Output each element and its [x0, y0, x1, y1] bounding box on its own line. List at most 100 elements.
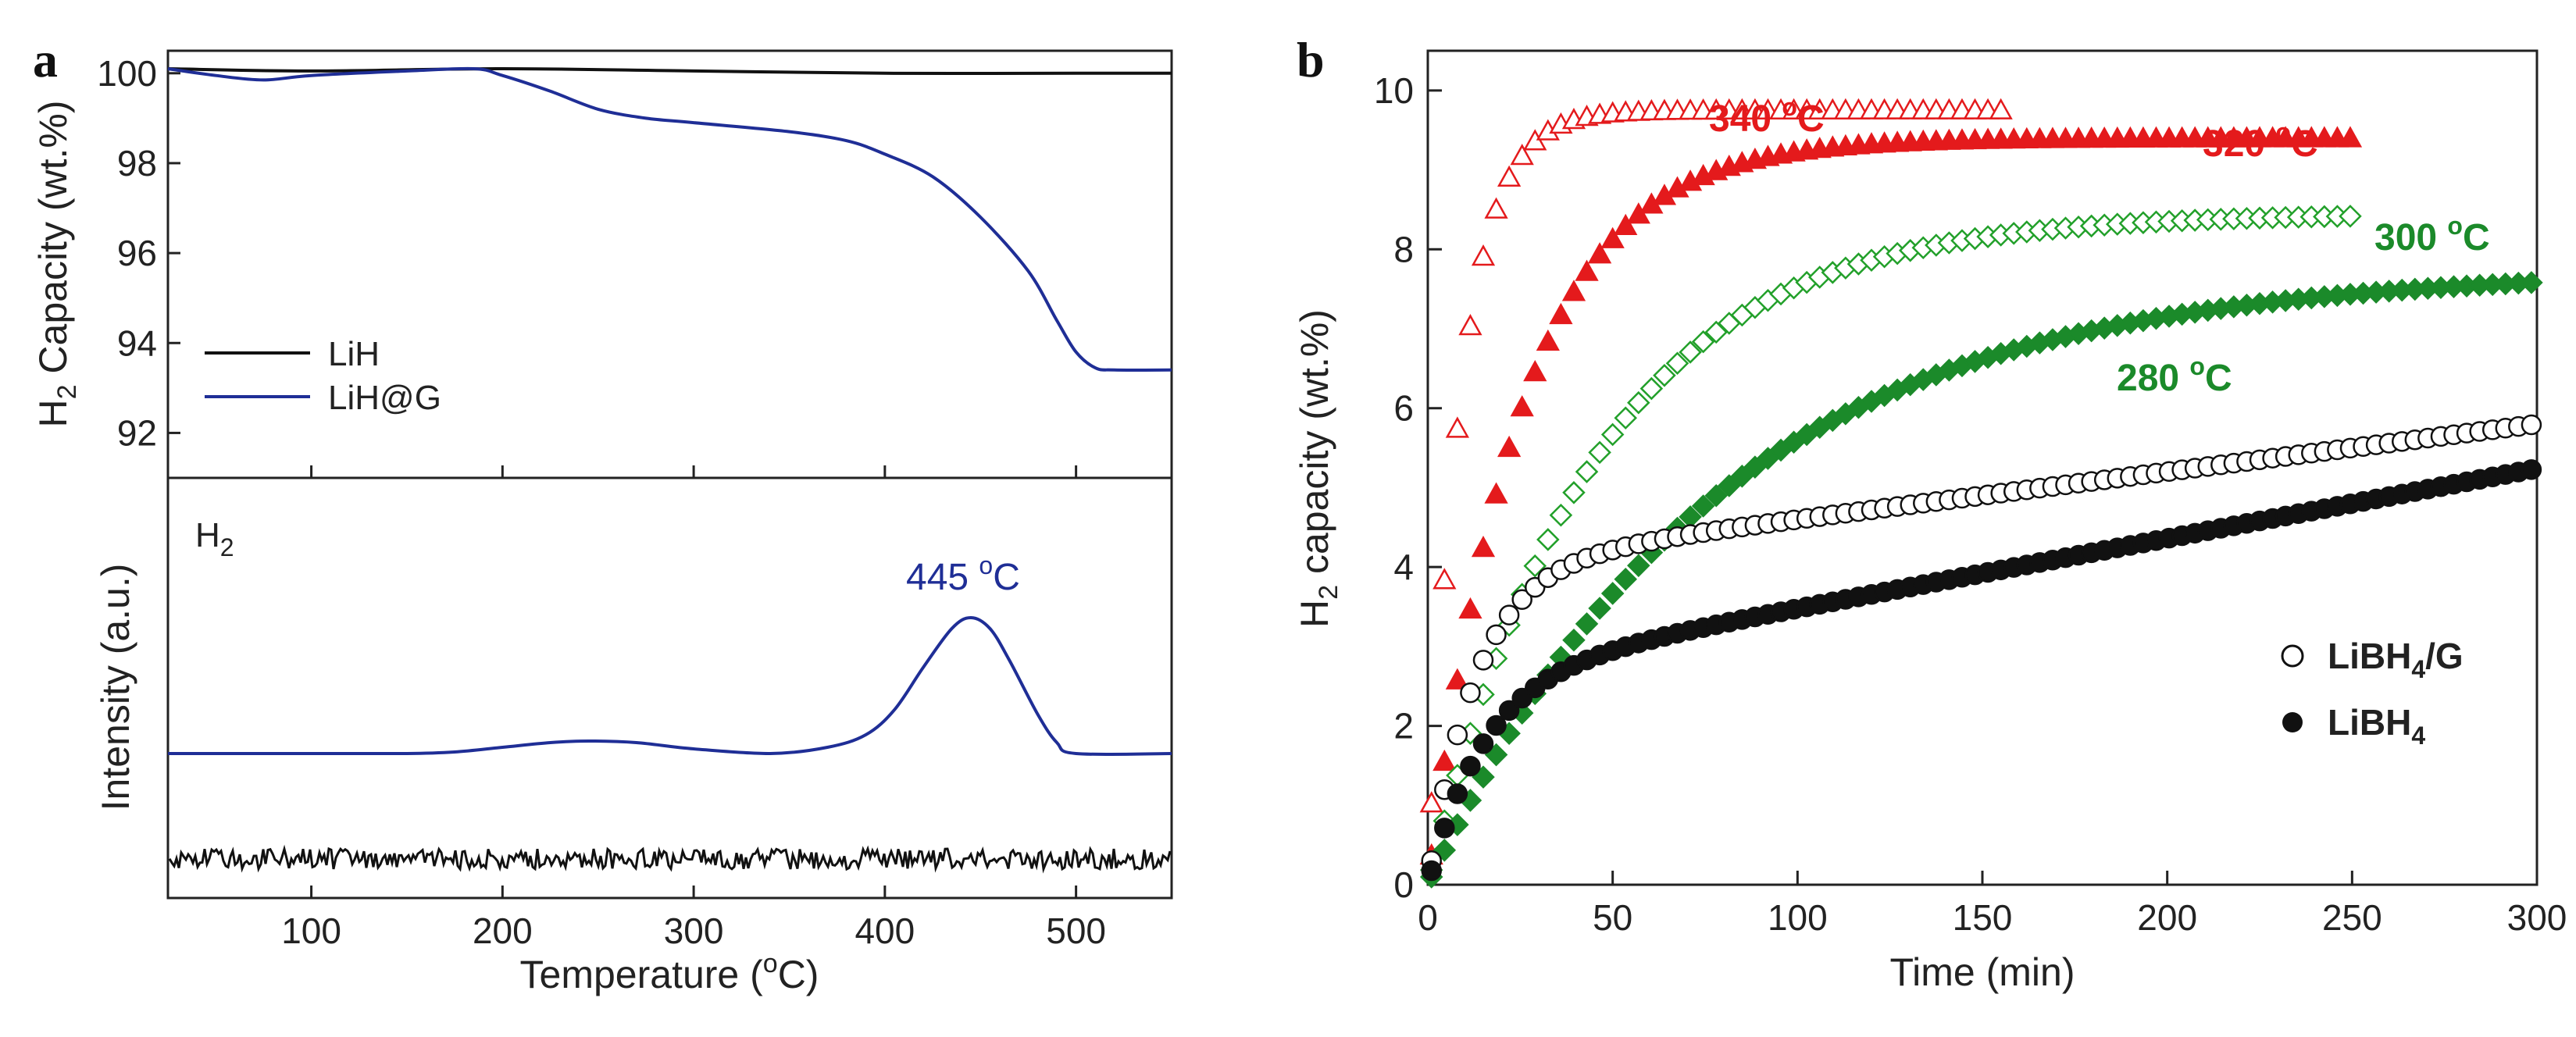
panel-a-letter: a — [33, 32, 58, 87]
data-point — [1486, 714, 1507, 736]
data-point — [1653, 364, 1676, 387]
data-point — [1497, 165, 1522, 187]
data-point — [1562, 629, 1586, 652]
data-point — [1498, 700, 1520, 722]
a-xtick-label: 300 — [664, 910, 724, 951]
panel-b-xlabel: Time (min) — [1889, 950, 2075, 994]
legend-label-libh4g: LiBH4/G — [2328, 636, 2464, 683]
data-point — [1614, 406, 1638, 430]
a-ytick-label: 92 — [117, 412, 157, 453]
data-point — [1627, 554, 1650, 578]
data-point — [1432, 568, 1457, 590]
legend-marker-libh4 — [2282, 712, 2303, 732]
data-point — [1445, 668, 1469, 690]
data-point — [1575, 460, 1599, 483]
data-point — [1445, 416, 1469, 438]
data-point — [1447, 783, 1468, 804]
b-ytick-label: 10 — [1374, 70, 1414, 111]
panel-a-ticks: 100 200 300 400 500 92 94 96 98 100 — [97, 53, 1106, 951]
label-340: 340 oC — [1709, 93, 1825, 140]
data-point — [1717, 474, 1741, 497]
b-ytick-label: 4 — [1393, 547, 1414, 587]
series-libh4 — [1421, 459, 2542, 882]
data-point — [1587, 242, 1612, 264]
b-xtick-label: 100 — [1768, 897, 1828, 938]
panel-b-ylabel: H2 capacity (wt.%) — [1293, 309, 1343, 628]
panel-b-letter: b — [1297, 32, 1325, 87]
data-point — [1447, 724, 1468, 746]
data-point — [1704, 320, 1728, 344]
data-point — [1614, 213, 1638, 236]
series-300c — [1419, 205, 2362, 882]
panel-a-bottom-ylabel: Intensity (a.u.) — [94, 564, 137, 811]
data-point — [1549, 503, 1573, 527]
data-point — [1497, 435, 1522, 458]
data-point — [1458, 597, 1482, 619]
data-point — [1588, 597, 1611, 620]
data-point — [1498, 604, 1520, 625]
b-ytick-label: 0 — [1393, 864, 1414, 905]
data-point — [1471, 244, 1496, 266]
a-xtick-label: 100 — [281, 910, 341, 951]
data-point — [1536, 528, 1560, 551]
data-point — [1510, 395, 1534, 417]
b-xtick-label: 0 — [1418, 897, 1438, 938]
data-point — [1665, 351, 1689, 376]
panel-a-top-frame — [166, 49, 1173, 479]
peak-annotation: 445 oC — [906, 551, 1020, 598]
a-bottom-line-lih — [168, 844, 1172, 874]
b-xtick-label: 50 — [1593, 897, 1632, 938]
data-point — [2521, 459, 2542, 480]
legend-label-lih: LiH — [328, 335, 380, 373]
a-xtick-label: 400 — [855, 910, 915, 951]
label-320: 320 oC — [2203, 118, 2318, 165]
data-point — [1434, 818, 1455, 839]
a-top-line-lihg — [167, 66, 1172, 372]
data-point — [1575, 612, 1599, 636]
b-xtick-label: 150 — [1953, 897, 2013, 938]
series-340c — [1419, 98, 2013, 813]
data-point — [1460, 682, 1481, 704]
data-point — [1472, 733, 1494, 754]
data-point — [1691, 494, 1715, 518]
label-300: 300 oC — [2374, 212, 2490, 258]
data-point — [1614, 567, 1638, 591]
data-point — [1549, 302, 1573, 325]
b-xtick-label: 300 — [2507, 897, 2567, 938]
panel-a-xlabel: Temperature (oC) — [520, 949, 819, 996]
data-point — [1432, 749, 1457, 772]
data-point — [1691, 330, 1715, 354]
panel-a-gas-label: H2 — [195, 516, 234, 561]
panel-a-bottom-series — [168, 615, 1172, 874]
data-point — [2520, 271, 2543, 294]
a-ytick-label: 98 — [117, 143, 157, 184]
data-point — [1486, 624, 1507, 646]
panel-b-ticks: 0 50 100 150 200 250 300 0 2 4 6 8 10 — [1374, 70, 2567, 938]
data-point — [1421, 860, 1442, 882]
data-point — [2339, 205, 2362, 228]
data-point — [1510, 144, 1534, 166]
panel-a-top-ylabel: H2 Capacity (wt.%) — [31, 101, 82, 428]
data-point — [1679, 340, 1702, 364]
legend-label-lihg: LiH@G — [328, 379, 441, 417]
a-top-line-lih — [167, 66, 1172, 76]
data-point — [1536, 329, 1560, 351]
data-point — [1472, 650, 1494, 671]
data-point — [1989, 98, 2013, 119]
a-bottom-line-lihg — [168, 615, 1172, 757]
b-xtick-label: 250 — [2322, 897, 2382, 938]
legend-label-libh4: LiBH4 — [2328, 702, 2425, 750]
data-point — [1460, 755, 1481, 777]
data-point — [1471, 536, 1496, 558]
panel-b-series — [1419, 98, 2543, 889]
data-point — [1600, 582, 1625, 605]
data-point — [1419, 791, 1443, 813]
a-ytick-label: 94 — [117, 323, 157, 363]
data-point — [2338, 126, 2363, 148]
panel-a: a 100 200 300 400 500 92 94 96 98 100 H2 Capacity… — [31, 32, 1173, 996]
data-point — [1588, 440, 1611, 465]
data-point — [1523, 360, 1547, 382]
b-ytick-label: 2 — [1393, 706, 1414, 747]
panel-b-legend: LiBH4/G LiBH4 — [2281, 636, 2464, 750]
